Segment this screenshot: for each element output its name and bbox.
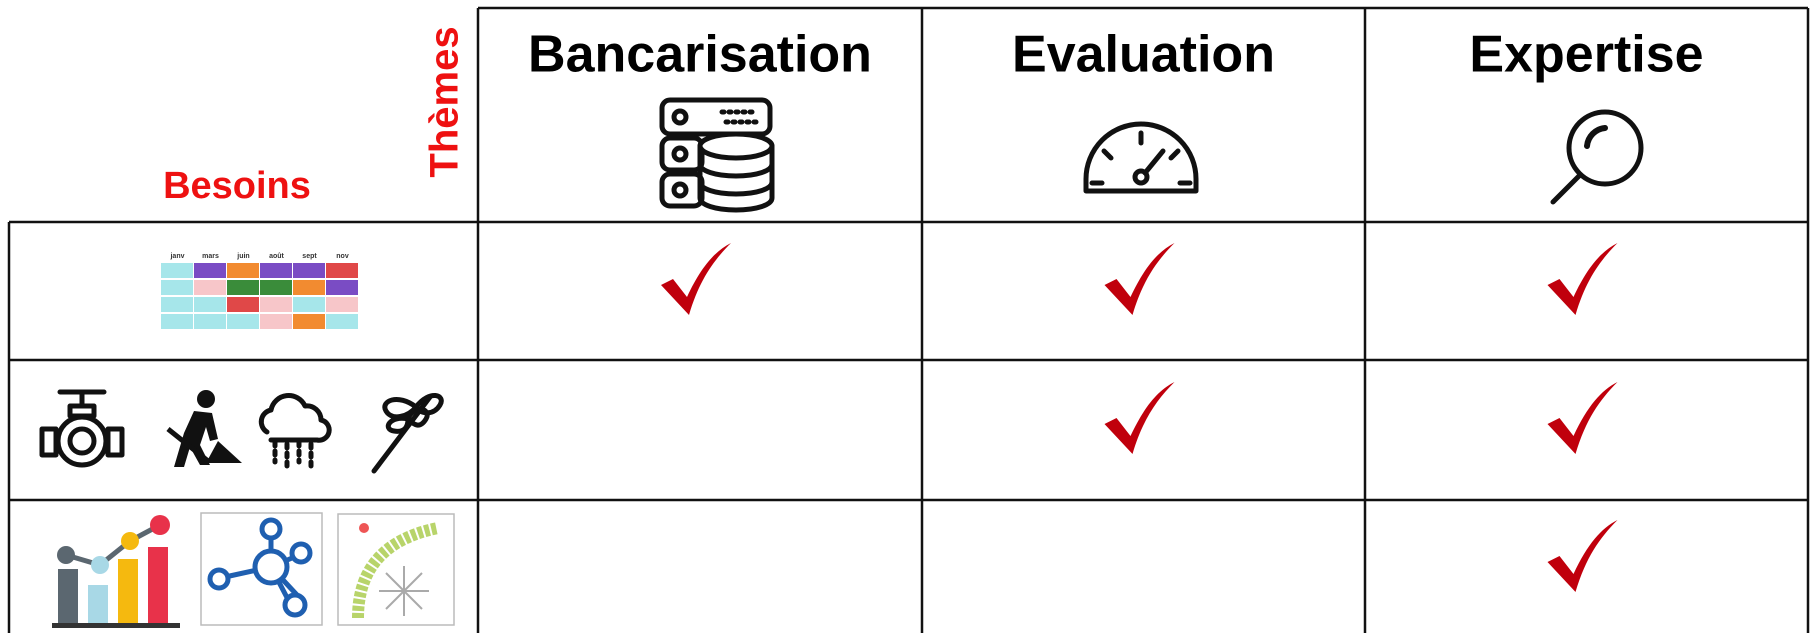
bar-chart-icon [52,515,180,628]
calendar-cell [227,280,259,295]
check-mark [1547,520,1618,592]
calendar-cell [326,263,358,278]
check-mark [661,243,731,315]
calendar-cell [326,314,358,329]
database-icon [659,97,775,213]
check-mark [1547,243,1618,315]
dragonfly-icon [371,393,444,474]
diagram-thumbnail [337,513,455,626]
themes-label: Thèmes [423,26,467,177]
calendar-month: juin [236,253,249,260]
calendar-cell [161,263,193,278]
calendar-cell [161,280,193,295]
calendar-cell [227,297,259,312]
calendar-cell [293,314,325,329]
column-header: Bancarisation [528,26,872,84]
calendar-cell [293,280,325,295]
calendar-cell [260,280,292,295]
check-mark [1547,382,1618,454]
network-icon [200,512,323,626]
magnifier-icon [1550,109,1644,205]
calendar-cell [161,297,193,312]
calendar-cell [293,263,325,278]
calendar-cell [194,314,226,329]
calendar-cell [260,314,292,329]
calendar-cell [194,280,226,295]
calendar-icon: janv mars juin août sept nov [161,253,358,329]
calendar-month: mars [202,253,219,260]
column-header: Expertise [1469,26,1703,84]
worker-icon [166,390,242,467]
calendar-cell [293,297,325,312]
calendar-cell [260,297,292,312]
calendar-cell [326,297,358,312]
calendar-month: nov [336,253,349,260]
calendar-month: août [269,253,284,260]
calendar-cell [161,314,193,329]
calendar-cell [260,263,292,278]
needs-label: Besoins [163,165,311,207]
calendar-cell [227,314,259,329]
calendar-month: janv [169,253,184,260]
column-header: Evaluation [1012,26,1275,84]
check-mark [1104,382,1175,454]
calendar-cell [227,263,259,278]
calendar-month: sept [302,253,317,260]
calendar-cell [194,263,226,278]
check-mark [1104,243,1175,315]
rain-cloud-icon [258,393,332,469]
valve-icon [39,389,125,468]
calendar-cell [194,297,226,312]
gauge-icon [1083,121,1199,194]
calendar-cell [326,280,358,295]
